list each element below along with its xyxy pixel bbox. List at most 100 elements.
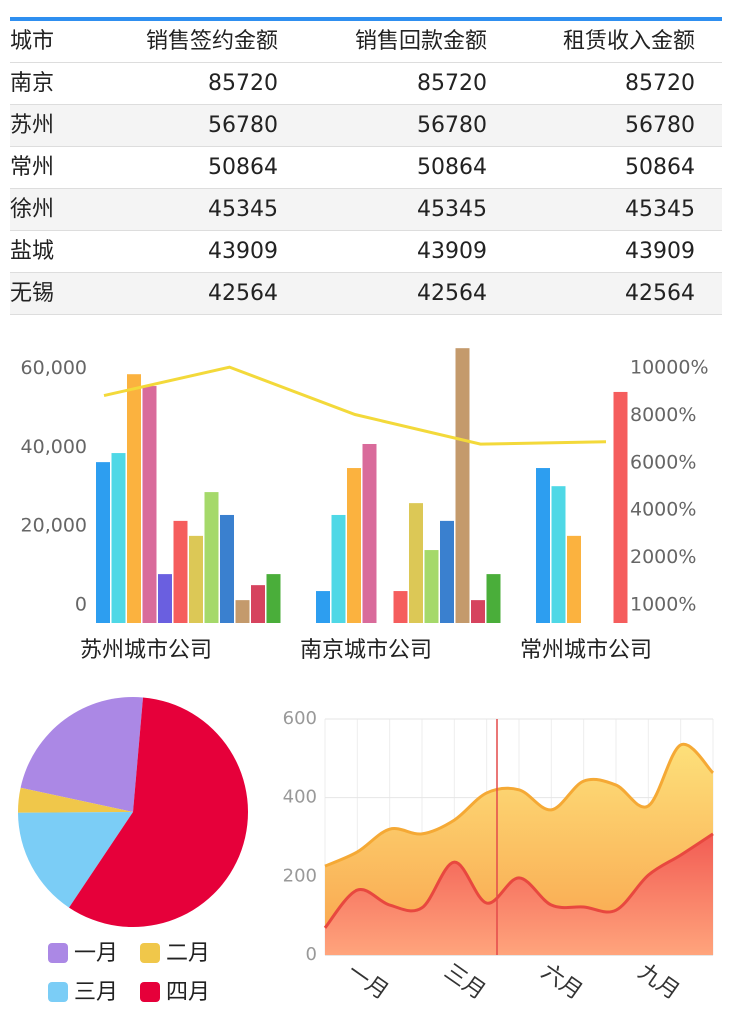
bar (440, 520, 454, 623)
y-tick-label: 200 (283, 865, 317, 886)
x-tick-label: 三月 (439, 959, 489, 1005)
legend-label: 四月 (166, 980, 210, 1005)
line (103, 365, 607, 446)
area-line (324, 742, 715, 868)
table-cell: 城市 (10, 29, 55, 54)
area-fill (325, 744, 713, 955)
bar (331, 514, 346, 623)
table-cell: 42564 (417, 281, 487, 306)
table-cell: 45345 (417, 197, 487, 222)
y2-tick-label: 10000% (630, 357, 709, 379)
bar (96, 462, 110, 623)
bar (486, 574, 501, 623)
table-row: 盐城 43909 43909 43909 (10, 231, 722, 273)
x-tick-label: 六月 (536, 959, 586, 1005)
y-tick-label: 0 (306, 944, 317, 965)
legend-swatch (48, 943, 68, 963)
y2-tick-label: 4000% (630, 499, 696, 521)
bar (316, 591, 330, 623)
bar (111, 453, 126, 623)
table-row: 城市 销售签约金额 销售回款金额 租赁收入金额 (10, 21, 722, 63)
table-cell: 50864 (625, 155, 695, 180)
pie-slice (20, 697, 144, 812)
data-table: 城市 销售签约金额 销售回款金额 租赁收入金额 南京 85720 85720 85720 苏州 5… (10, 17, 722, 315)
bar (266, 574, 281, 623)
table-cell: 租赁收入金额 (562, 29, 695, 54)
table-cell: 43909 (417, 239, 487, 264)
pie-slice (18, 812, 134, 908)
y2-tick-label: 2000% (630, 546, 696, 568)
table-cell: 徐州 (10, 197, 55, 222)
table-cell: 45345 (625, 197, 695, 222)
legend-swatch (48, 982, 68, 1002)
y-tick-label: 600 (283, 708, 317, 729)
y-tick-label: 400 (283, 787, 317, 808)
x-tick-label: 一月 (342, 959, 392, 1005)
bar (471, 600, 485, 623)
bar (362, 443, 377, 623)
bar (567, 535, 581, 623)
bar (551, 486, 566, 623)
table-row: 徐州 45345 45345 45345 (10, 189, 722, 231)
table-cell: 苏州 (10, 113, 55, 138)
table-row: 常州 50864 50864 50864 (10, 147, 722, 189)
table-cell: 85720 (625, 71, 695, 96)
table-cell: 无锡 (10, 281, 55, 306)
area-fill (325, 833, 713, 955)
x-tick-label: 苏州城市公司 (80, 638, 212, 663)
table-cell: 56780 (625, 113, 695, 138)
bar (142, 386, 157, 623)
table-row: 南京 85720 85720 85720 (10, 63, 722, 105)
table-cell: 45345 (208, 197, 278, 222)
y-tick-label: 20,000 (21, 515, 87, 537)
bar (347, 468, 361, 623)
x-tick-label: 南京城市公司 (300, 638, 432, 663)
area-line (323, 832, 714, 929)
table-cell: 85720 (417, 71, 487, 96)
table-cell: 50864 (417, 155, 487, 180)
legend-swatch (140, 982, 160, 1002)
legend-label: 二月 (166, 941, 210, 966)
table-cell: 56780 (208, 113, 278, 138)
x-tick-label: 九月 (633, 959, 683, 1005)
table-cell: 85720 (208, 71, 278, 96)
table-row: 无锡 42564 42564 42564 (10, 273, 722, 315)
bar (455, 348, 470, 623)
y-tick-label: 40,000 (21, 436, 87, 458)
y-tick-label: 0 (75, 594, 87, 616)
bar (613, 391, 628, 623)
table-cell: 43909 (208, 239, 278, 264)
pie-slice (18, 787, 133, 813)
y2-tick-label: 6000% (630, 451, 696, 473)
table-row: 苏州 56780 56780 56780 (10, 105, 722, 147)
y2-tick-label: 1000% (630, 594, 696, 616)
bar (173, 520, 188, 623)
bar (393, 591, 408, 623)
bar (235, 600, 250, 623)
legend-swatch (140, 943, 160, 963)
bar (536, 468, 550, 623)
pie-slice (69, 697, 249, 928)
y-tick-label: 60,000 (21, 357, 87, 379)
bar (424, 550, 439, 623)
table-cell: 销售签约金额 (145, 29, 278, 54)
table-cell: 42564 (625, 281, 695, 306)
x-tick-label: 常州城市公司 (520, 638, 652, 663)
bar (127, 374, 141, 623)
bar (220, 514, 234, 623)
bar (409, 503, 423, 623)
bar (189, 535, 203, 623)
legend-label: 三月 (74, 980, 118, 1005)
table-cell: 42564 (208, 281, 278, 306)
legend-label: 一月 (74, 941, 118, 966)
bar (158, 574, 172, 623)
table-cell: 56780 (417, 113, 487, 138)
table-cell: 盐城 (10, 239, 55, 264)
bar (204, 492, 219, 623)
table-cell: 50864 (208, 155, 278, 180)
bar (251, 585, 265, 623)
table-cell: 销售回款金额 (354, 29, 487, 54)
table-cell: 43909 (625, 239, 695, 264)
